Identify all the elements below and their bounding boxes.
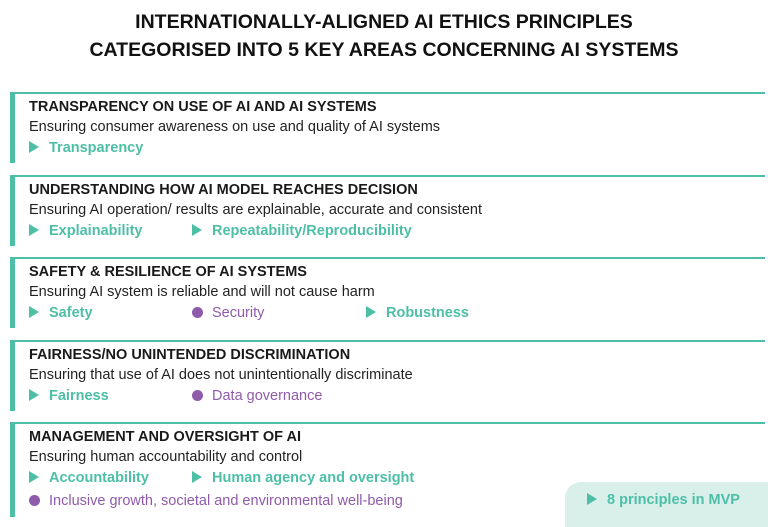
title-line-1: INTERNATIONALLY-ALIGNED AI ETHICS PRINCI… [135,11,633,33]
principle-transparency: Transparency [29,137,143,160]
area-description: Ensuring AI system is reliable and will … [29,284,375,300]
triangle-icon [29,306,39,318]
triangle-icon [29,389,39,401]
triangle-icon [192,471,202,483]
triangle-icon [29,224,39,236]
area-transparency: TRANSPARENCY ON USE OF AI AND AI SYSTEMS… [10,92,765,163]
area-heading: TRANSPARENCY ON USE OF AI AND AI SYSTEMS [29,99,377,115]
triangle-icon [192,224,202,236]
dot-icon [29,495,40,506]
dot-icon [192,307,203,318]
area-fairness: FAIRNESS/NO UNINTENDED DISCRIMINATION En… [10,340,765,411]
area-explainability: UNDERSTANDING HOW AI MODEL REACHES DECIS… [10,175,765,246]
area-safety: SAFETY & RESILIENCE OF AI SYSTEMS Ensuri… [10,257,765,328]
title-line-2: CATEGORISED INTO 5 KEY AREAS CONCERNING … [89,39,679,61]
mvp-legend: 8 principles in MVP [565,482,768,527]
principle-accountability: Accountability [29,467,149,490]
principle-explainability: Explainability [29,220,142,243]
area-heading: MANAGEMENT AND OVERSIGHT OF AI [29,429,302,445]
principle-repeatability: Repeatability/Reproducibility [192,220,412,243]
triangle-icon [29,471,39,483]
area-description: Ensuring that use of AI does not uninten… [29,367,413,383]
area-description: Ensuring human accountability and contro… [29,449,303,465]
page-title: INTERNATIONALLY-ALIGNED AI ETHICS PRINCI… [0,8,768,64]
dot-icon [192,390,203,401]
area-heading: SAFETY & RESILIENCE OF AI SYSTEMS [29,264,307,280]
area-description: Ensuring AI operation/ results are expla… [29,202,482,218]
principle-data-governance: Data governance [192,385,322,408]
principle-robustness: Robustness [366,302,469,325]
area-description: Ensuring consumer awareness on use and q… [29,119,441,135]
triangle-icon [366,306,376,318]
principle-safety: Safety [29,302,93,325]
principle-fairness: Fairness [29,385,109,408]
principle-inclusive-growth: Inclusive growth, societal and environme… [29,490,403,513]
area-heading: FAIRNESS/NO UNINTENDED DISCRIMINATION [29,347,351,363]
triangle-icon [587,493,597,505]
area-heading: UNDERSTANDING HOW AI MODEL REACHES DECIS… [29,182,418,198]
principle-human-agency: Human agency and oversight [192,467,414,490]
principle-security: Security [192,302,264,325]
area-management: MANAGEMENT AND OVERSIGHT OF AI Ensuring … [10,422,765,517]
triangle-icon [29,141,39,153]
